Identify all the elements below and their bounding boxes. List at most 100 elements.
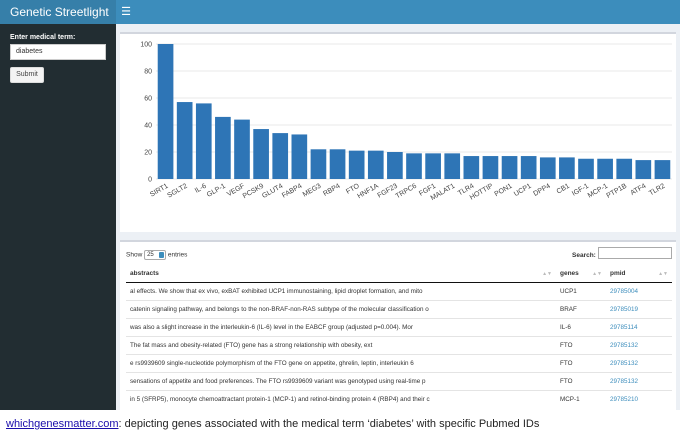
x-tick-label: GLP-1 bbox=[206, 183, 227, 199]
pmid-link[interactable]: 29785132 bbox=[606, 371, 672, 390]
table-row: catenin signaling pathway, and belongs t… bbox=[126, 299, 672, 318]
column-header-abstracts[interactable]: abstracts ▲▼ bbox=[126, 266, 556, 283]
x-tick-label: SIRT1 bbox=[149, 183, 170, 199]
search-label: Search: bbox=[572, 252, 596, 259]
abstract-cell: al effects. We show that ex vivo, exBAT … bbox=[126, 281, 556, 300]
gene-cell: FTO bbox=[556, 335, 606, 354]
site-link[interactable]: whichgenesmatter.com bbox=[6, 418, 119, 430]
bar bbox=[253, 129, 269, 179]
submit-button[interactable]: Submit bbox=[10, 67, 44, 83]
x-tick-label: TLR2 bbox=[648, 183, 666, 198]
x-tick-label: GLUT4 bbox=[261, 183, 284, 200]
abstracts-table: abstracts ▲▼ genes ▲▼ pmid ▲▼ al effects. W… bbox=[126, 266, 672, 408]
bar bbox=[329, 149, 346, 179]
pmid-link[interactable]: 29785004 bbox=[606, 281, 672, 300]
hamburger-icon[interactable]: ☰ bbox=[121, 6, 131, 18]
bar bbox=[425, 153, 441, 179]
bar bbox=[463, 156, 480, 179]
figure-caption: whichgenesmatter.com: depicting genes as… bbox=[6, 418, 539, 430]
x-tick-label: PTP1B bbox=[606, 183, 629, 200]
bar bbox=[578, 158, 594, 179]
bar bbox=[501, 156, 518, 179]
x-tick-label: UCP1 bbox=[513, 183, 533, 198]
column-header-label: pmid bbox=[610, 270, 626, 278]
table-header-row: abstracts ▲▼ genes ▲▼ pmid ▲▼ bbox=[126, 266, 672, 283]
caption-text: : depicting genes associated with the me… bbox=[118, 418, 540, 430]
pmid-link[interactable]: 29785132 bbox=[606, 335, 672, 354]
column-header-genes[interactable]: genes ▲▼ bbox=[556, 266, 606, 283]
gene-cell: FTO bbox=[556, 371, 606, 390]
column-header-pmid[interactable]: pmid ▲▼ bbox=[606, 266, 672, 283]
bar bbox=[559, 157, 575, 179]
abstract-cell: sensations of appetite and food preferen… bbox=[126, 371, 556, 390]
gene-cell: FTO bbox=[556, 353, 606, 372]
medical-term-label: Enter medical term: bbox=[10, 34, 76, 41]
abstract-cell: was also a slight increase in the interl… bbox=[126, 317, 556, 336]
sidebar: Enter medical term: diabetes Submit bbox=[0, 24, 116, 410]
sort-icon: ▲▼ bbox=[658, 271, 668, 277]
chart-panel: 0 20 40 60 80 100 SIRT1 SGLT2 IL-6 GLP-1 VEGF PCSK9… bbox=[120, 32, 676, 232]
app-title: Genetic Streetlight bbox=[0, 0, 116, 24]
pmid-link[interactable]: 29785114 bbox=[606, 317, 672, 336]
abstracts-table-panel: Show 25 entries Search: abstracts ▲▼ gene… bbox=[120, 240, 676, 410]
x-tick-label: RBP4 bbox=[322, 183, 341, 198]
bar bbox=[215, 116, 231, 179]
main-content: 0 20 40 60 80 100 SIRT1 SGLT2 IL-6 GLP-1 VEGF PCSK9… bbox=[116, 24, 680, 410]
gene-cell: IL-6 bbox=[556, 317, 606, 336]
table-row: The fat mass and obesity-related (FTO) g… bbox=[126, 335, 672, 354]
bar bbox=[234, 119, 250, 179]
x-tick-label: CB1 bbox=[556, 183, 571, 196]
bar bbox=[176, 102, 193, 179]
y-tick-label: 20 bbox=[144, 150, 152, 157]
pmid-link[interactable]: 29785210 bbox=[606, 389, 672, 408]
abstract-cell: The fat mass and obesity-related (FTO) g… bbox=[126, 335, 556, 354]
abstract-cell: catenin signaling pathway, and belongs t… bbox=[126, 299, 556, 318]
search-input[interactable] bbox=[598, 247, 672, 259]
gene-cell: MCP-1 bbox=[556, 389, 606, 408]
x-tick-label: TRPC6 bbox=[395, 183, 418, 201]
table-row: in 5 (SFRP5), monocyte chemoattractant p… bbox=[126, 389, 672, 408]
sort-icon: ▲▼ bbox=[592, 271, 602, 277]
table-row: al effects. We show that ex vivo, exBAT … bbox=[126, 281, 672, 300]
x-tick-label: MEG3 bbox=[302, 183, 323, 199]
bar bbox=[482, 156, 499, 179]
x-tick-label: PON1 bbox=[494, 183, 514, 199]
sort-icon: ▲▼ bbox=[542, 271, 552, 277]
table-row: sensations of appetite and food preferen… bbox=[126, 371, 672, 390]
x-tick-label: DPP4 bbox=[532, 183, 551, 198]
bar bbox=[348, 150, 365, 179]
x-tick-label: HNF1A bbox=[356, 183, 380, 201]
bar bbox=[654, 160, 671, 179]
abstract-cell: in 5 (SFRP5), monocyte chemoattractant p… bbox=[126, 389, 556, 408]
bar bbox=[310, 149, 327, 179]
y-tick-label: 60 bbox=[144, 96, 152, 103]
bar bbox=[635, 160, 652, 179]
bar bbox=[272, 133, 289, 179]
column-header-label: genes bbox=[560, 270, 579, 278]
bar bbox=[195, 103, 212, 179]
bar bbox=[597, 158, 613, 179]
top-navbar: Genetic Streetlight ☰ bbox=[0, 0, 680, 24]
bar bbox=[291, 134, 308, 179]
select-arrow-icon bbox=[159, 252, 165, 258]
entries-label: entries bbox=[167, 251, 188, 259]
x-tick-label: ATF4 bbox=[629, 183, 647, 197]
pmid-link[interactable]: 29785132 bbox=[606, 353, 672, 372]
table-row: e rs9939609 single-nucleotide polymorphi… bbox=[126, 353, 672, 372]
app-window: Genetic Streetlight ☰ Enter medical term… bbox=[0, 0, 680, 410]
y-tick-label: 80 bbox=[144, 69, 152, 76]
medical-term-input[interactable]: diabetes bbox=[10, 44, 106, 60]
bar bbox=[406, 153, 422, 179]
entries-select[interactable]: 25 bbox=[144, 250, 167, 260]
abstract-cell: e rs9939609 single-nucleotide polymorphi… bbox=[126, 353, 556, 372]
bar bbox=[539, 157, 556, 179]
y-tick-label: 40 bbox=[144, 123, 152, 130]
y-tick-label: 100 bbox=[140, 42, 152, 49]
pmid-link[interactable]: 29785019 bbox=[606, 299, 672, 318]
bar bbox=[157, 44, 174, 179]
y-tick-label: 0 bbox=[148, 177, 152, 184]
column-header-label: abstracts bbox=[130, 270, 159, 278]
x-tick-label: PCSK9 bbox=[242, 183, 265, 201]
x-tick-label: MCP-1 bbox=[587, 183, 609, 200]
